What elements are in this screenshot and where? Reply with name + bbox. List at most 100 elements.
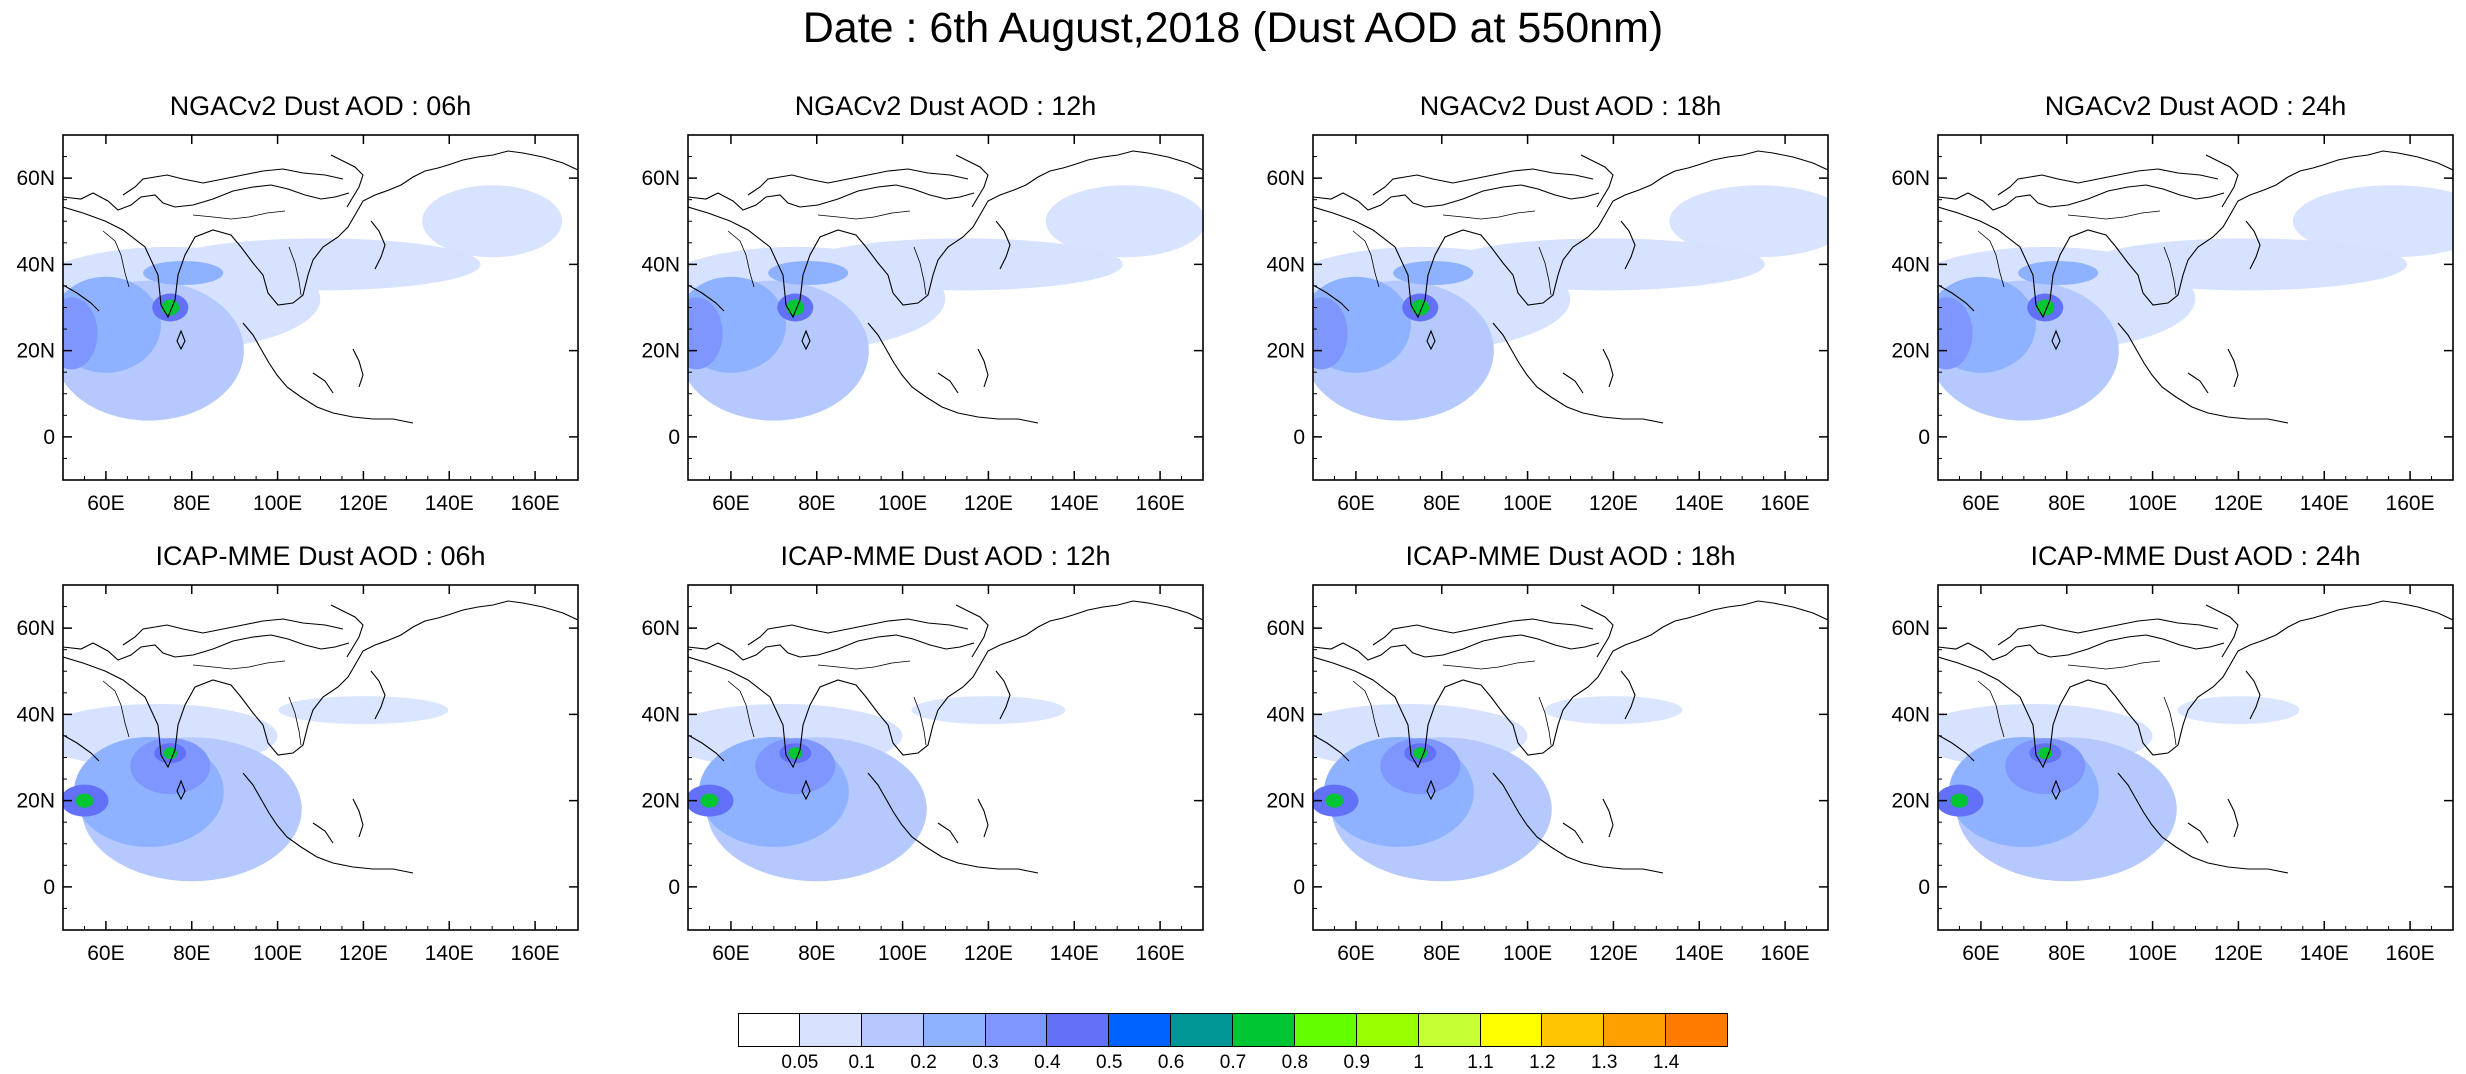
colorbar-tick-label: 1.1: [1467, 1052, 1494, 1073]
y-tick-label: 60N: [641, 617, 680, 640]
x-tick-label: 140E: [2300, 942, 2349, 965]
x-tick-label: 100E: [1503, 942, 1552, 965]
x-tick-label: 80E: [173, 942, 210, 965]
y-tick-label: 60N: [1266, 167, 1305, 190]
colorbar-tick-label: 0.05: [781, 1052, 819, 1073]
x-tick-label: 60E: [87, 492, 124, 515]
colorbar-tick-label: 1: [1413, 1052, 1424, 1073]
x-tick-label: 120E: [2214, 492, 2263, 515]
y-tick-label: 40N: [16, 703, 55, 726]
y-tick-label: 40N: [1891, 253, 1930, 276]
y-tick-label: 0: [1918, 426, 1930, 449]
map-panel: 60E 80E 100E 120E 140E 160E 60N 40N 20N 0: [1266, 134, 1829, 515]
map-panel: 60E 80E 100E 120E 140E 160E 60N 40N 20N 0: [641, 584, 1204, 965]
panel-title: ICAP-MME Dust AOD : 18h: [1405, 541, 1736, 571]
colorbar-swatch: [738, 1013, 800, 1047]
x-tick-label: 60E: [712, 492, 749, 515]
y-tick-label: 0: [668, 876, 680, 899]
map-panel: 60E 80E 100E 120E 140E 160E 60N 40N 20N 0: [16, 134, 579, 515]
x-tick-label: 120E: [2214, 942, 2263, 965]
map-panel: 60E 80E 100E 120E 140E 160E 60N 40N 20N 0: [1891, 134, 2454, 515]
x-tick-label: 160E: [1136, 492, 1185, 515]
x-tick-label: 160E: [511, 942, 560, 965]
y-tick-label: 40N: [16, 253, 55, 276]
y-tick-label: 0: [43, 426, 55, 449]
colorbar-swatch: [1171, 1013, 1233, 1047]
x-tick-label: 100E: [253, 492, 302, 515]
x-tick-label: 140E: [1675, 492, 1724, 515]
colorbar-tick-label: 0.4: [1034, 1052, 1061, 1073]
colorbar-tick-label: 0.5: [1096, 1052, 1123, 1073]
colorbar-tick-label: 0.2: [910, 1052, 937, 1073]
x-tick-label: 60E: [1337, 942, 1374, 965]
x-tick-label: 100E: [878, 942, 927, 965]
y-tick-label: 60N: [1891, 167, 1930, 190]
colorbar-swatch: [861, 1013, 924, 1047]
y-tick-label: 20N: [16, 790, 55, 813]
colorbar-tick-label: 0.7: [1219, 1052, 1247, 1073]
colorbar-swatch: [1233, 1013, 1295, 1047]
x-tick-label: 140E: [1050, 942, 1099, 965]
x-tick-label: 60E: [1962, 942, 1999, 965]
y-tick-label: 40N: [641, 253, 680, 276]
colorbar-tick-label: 0.6: [1157, 1052, 1185, 1073]
colorbar-swatch: [1109, 1013, 1172, 1047]
y-tick-label: 40N: [641, 703, 680, 726]
x-tick-label: 140E: [425, 492, 474, 515]
map-panel: 60E 80E 100E 120E 140E 160E 60N 40N 20N 0: [1266, 584, 1829, 965]
y-tick-label: 60N: [16, 167, 55, 190]
y-tick-label: 60N: [1266, 617, 1305, 640]
map-panel: 60E 80E 100E 120E 140E 160E 60N 40N 20N 0: [16, 584, 579, 965]
x-tick-label: 100E: [2128, 492, 2177, 515]
colorbar-swatch: [1294, 1013, 1357, 1047]
y-tick-label: 0: [668, 426, 680, 449]
map-panel: 60E 80E 100E 120E 140E 160E 60N 40N 20N 0: [1891, 584, 2454, 965]
y-tick-label: 60N: [16, 617, 55, 640]
panel-title: ICAP-MME Dust AOD : 24h: [2030, 541, 2361, 571]
x-tick-label: 80E: [2048, 492, 2085, 515]
y-tick-label: 20N: [1266, 790, 1305, 813]
y-tick-label: 60N: [641, 167, 680, 190]
x-tick-label: 100E: [878, 492, 927, 515]
x-tick-label: 140E: [425, 942, 474, 965]
colorbar-tick-label: 0.8: [1281, 1052, 1309, 1073]
colorbar-tick-label: 0.1: [848, 1052, 875, 1073]
x-tick-label: 60E: [712, 942, 749, 965]
x-tick-label: 60E: [87, 942, 124, 965]
y-tick-label: 60N: [1891, 617, 1930, 640]
colorbar-swatch: [1047, 1013, 1110, 1047]
panel-title: ICAP-MME Dust AOD : 12h: [780, 541, 1111, 571]
colorbar-tick-label: 1.4: [1652, 1052, 1680, 1073]
colorbar-swatch: [985, 1013, 1048, 1047]
panel-title: ICAP-MME Dust AOD : 06h: [155, 541, 486, 571]
x-tick-label: 60E: [1337, 492, 1374, 515]
panel-title: NGACv2 Dust AOD : 06h: [169, 91, 472, 121]
x-tick-label: 120E: [964, 492, 1013, 515]
colorbar-swatch: [1480, 1013, 1543, 1047]
figure-title: Date : 6th August,2018 (Dust AOD at 550n…: [802, 4, 1664, 52]
y-tick-label: 40N: [1266, 253, 1305, 276]
x-tick-label: 60E: [1962, 492, 1999, 515]
colorbar-tick-label: 1.3: [1591, 1052, 1618, 1073]
x-tick-label: 80E: [798, 942, 835, 965]
colorbar-swatch: [1604, 1013, 1667, 1047]
panel-title: NGACv2 Dust AOD : 24h: [2044, 91, 2347, 121]
y-tick-label: 20N: [641, 340, 680, 363]
colorbar-tick-label: 0.3: [972, 1052, 999, 1073]
x-tick-label: 160E: [1136, 942, 1185, 965]
panel-title: NGACv2 Dust AOD : 12h: [794, 91, 1097, 121]
colorbar-tick-label: 1.2: [1529, 1052, 1556, 1073]
x-tick-label: 120E: [1589, 492, 1638, 515]
x-tick-label: 160E: [2386, 942, 2435, 965]
colorbar-swatch: [923, 1013, 986, 1047]
colorbar-swatch: [1356, 1013, 1419, 1047]
x-tick-label: 80E: [798, 492, 835, 515]
x-tick-label: 160E: [2386, 492, 2435, 515]
y-tick-label: 40N: [1266, 703, 1305, 726]
colorbar: [738, 1013, 1728, 1047]
y-tick-label: 0: [1918, 876, 1930, 899]
x-tick-label: 140E: [1050, 492, 1099, 515]
x-tick-label: 120E: [964, 942, 1013, 965]
y-tick-label: 40N: [1891, 703, 1930, 726]
